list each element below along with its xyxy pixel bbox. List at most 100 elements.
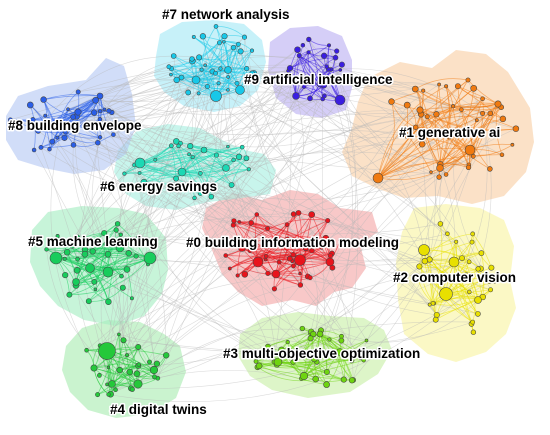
cluster-label-3: #3 multi-objective optimization	[223, 346, 420, 361]
link	[173, 55, 240, 158]
node	[499, 115, 507, 123]
cluster-link	[124, 149, 205, 174]
link	[345, 274, 467, 352]
cluster-link	[289, 44, 330, 69]
node	[235, 153, 243, 160]
link	[106, 135, 407, 352]
cluster-link	[29, 104, 36, 151]
node	[478, 250, 485, 256]
cluster-link	[229, 252, 331, 269]
node	[285, 340, 290, 345]
node	[278, 346, 285, 354]
link	[104, 109, 353, 381]
link	[122, 287, 328, 373]
node	[226, 75, 231, 79]
link	[99, 119, 316, 380]
node	[241, 34, 248, 40]
cluster-link	[182, 167, 227, 177]
node	[249, 70, 255, 77]
cluster-link	[295, 69, 341, 84]
cluster-link	[274, 250, 313, 289]
node	[447, 134, 452, 140]
node	[218, 66, 223, 71]
cluster-link	[466, 274, 476, 323]
node	[200, 146, 208, 154]
link	[171, 113, 437, 147]
node	[474, 296, 482, 304]
node	[338, 61, 345, 68]
node	[294, 254, 306, 266]
node	[74, 108, 82, 116]
link	[306, 118, 504, 246]
cluster-link	[93, 346, 139, 369]
cluster-link	[237, 214, 258, 276]
node	[163, 352, 170, 359]
node	[443, 172, 449, 177]
cluster-link	[468, 103, 499, 166]
node	[55, 135, 60, 140]
cluster-link	[175, 149, 205, 179]
node	[106, 365, 111, 370]
node	[235, 85, 245, 95]
node	[459, 107, 464, 112]
node	[223, 253, 228, 258]
node	[488, 264, 495, 271]
node	[92, 96, 100, 104]
node	[430, 300, 436, 306]
node	[415, 275, 421, 280]
node	[470, 84, 478, 92]
cluster-link	[55, 223, 118, 259]
node	[300, 42, 306, 48]
node	[221, 33, 228, 40]
node	[62, 256, 67, 261]
node	[234, 80, 240, 86]
node	[293, 81, 298, 85]
node	[190, 155, 195, 160]
node	[137, 171, 142, 175]
cluster-label-1: #1 generative ai	[399, 125, 500, 140]
node	[265, 270, 271, 276]
node	[63, 248, 71, 256]
node	[91, 109, 98, 116]
node	[135, 344, 142, 350]
cluster-link	[75, 243, 107, 283]
node	[322, 234, 330, 242]
cluster-link	[30, 104, 50, 150]
node	[316, 80, 324, 88]
node	[338, 68, 343, 72]
node	[123, 266, 131, 273]
node	[134, 157, 146, 169]
cluster-link	[97, 369, 155, 395]
node	[487, 110, 494, 117]
node	[230, 44, 237, 51]
cluster-link	[319, 333, 354, 381]
node	[108, 380, 116, 388]
node	[102, 266, 114, 278]
cluster-link	[57, 127, 101, 139]
link	[330, 68, 483, 114]
node	[70, 142, 77, 148]
cluster-link	[84, 242, 131, 251]
cluster-label-4: #4 digital twins	[110, 402, 207, 417]
node	[312, 375, 319, 383]
cluster-link	[139, 141, 177, 174]
link	[93, 104, 408, 369]
node	[97, 373, 102, 378]
node	[129, 296, 134, 301]
node	[306, 36, 312, 43]
node	[334, 94, 346, 106]
node	[31, 147, 37, 153]
node	[69, 242, 76, 249]
node	[44, 247, 49, 252]
cluster-link	[377, 79, 469, 179]
node	[95, 139, 101, 146]
node	[49, 138, 56, 145]
cluster-link	[377, 149, 471, 181]
cluster-link	[277, 351, 341, 364]
node	[469, 239, 475, 245]
cluster-link	[201, 26, 217, 70]
node	[265, 343, 271, 350]
node	[226, 144, 230, 149]
node	[332, 54, 339, 61]
